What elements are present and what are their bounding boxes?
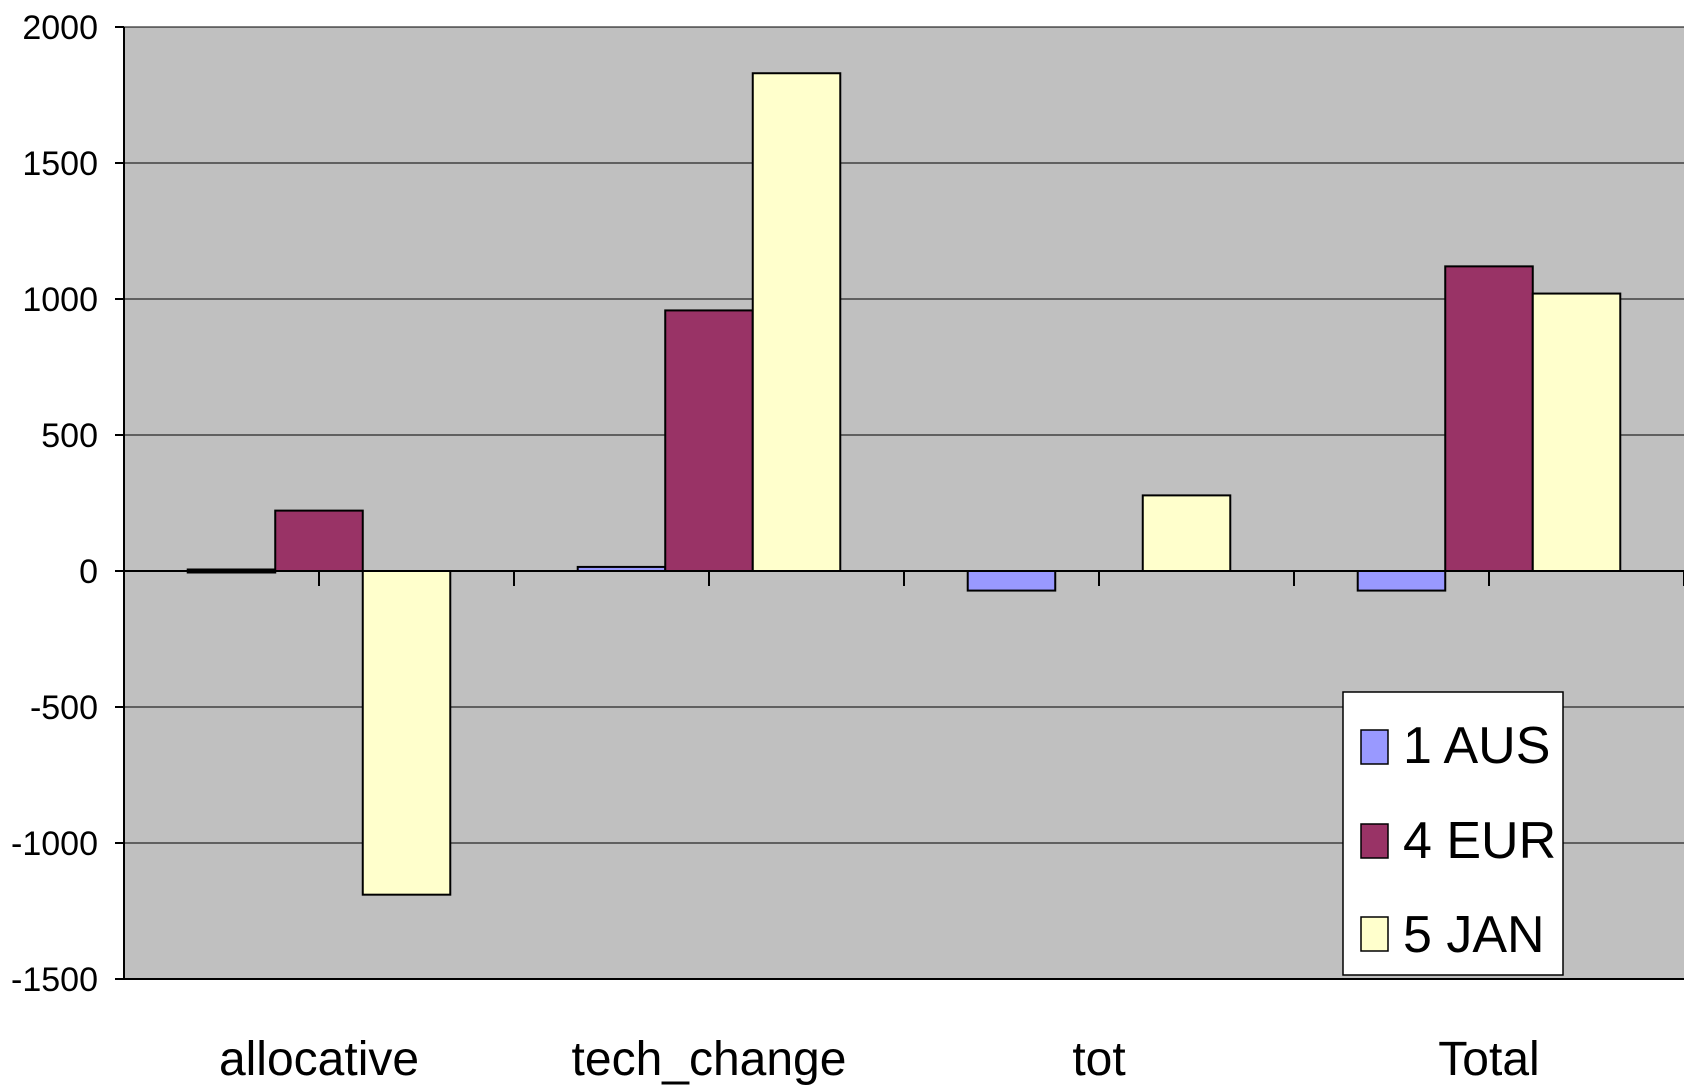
legend-label-eur: 4 EUR	[1403, 812, 1556, 870]
legend-swatch-aus	[1360, 729, 1389, 765]
legend-label-aus: 1 AUS	[1403, 717, 1550, 775]
bar-5-jan-total	[1531, 292, 1622, 572]
legend-swatch-jan	[1360, 916, 1389, 952]
y-axis-ticks: -1500 -1000 -500 0 500 1000 1500 2000	[11, 9, 124, 999]
bar-4-eur-allocative	[274, 509, 364, 572]
bar-5-jan-tot	[1141, 494, 1232, 572]
x-category-label: tech_change	[572, 1033, 847, 1086]
bars	[186, 72, 1622, 896]
y-tick-label: -1500	[11, 961, 98, 999]
y-tick-label: 2000	[22, 9, 98, 47]
bar-5-jan-allocative	[361, 570, 452, 896]
x-category-label: tot	[1072, 1033, 1125, 1086]
bar-4-eur-tech_change	[664, 309, 754, 572]
x-axis	[124, 570, 1684, 586]
y-tick-label: 0	[79, 553, 98, 591]
x-category-label: allocative	[219, 1033, 419, 1086]
bar-1-aus-tot	[966, 570, 1057, 592]
legend-label-jan: 5 JAN	[1403, 906, 1545, 964]
y-tick-label: 1500	[22, 145, 98, 183]
legend-swatch-eur	[1360, 823, 1389, 859]
y-tick-label: 1000	[22, 281, 98, 319]
legend: 1 AUS 4 EUR 5 JAN	[1342, 691, 1564, 976]
y-tick-label: -500	[30, 689, 98, 727]
bar-4-eur-total	[1444, 265, 1534, 572]
bar-1-aus-total	[1356, 570, 1447, 592]
x-axis-categories: allocative tech_change tot Total	[219, 1033, 1540, 1086]
y-tick-label: 500	[41, 417, 98, 455]
bar-5-jan-tech_change	[751, 72, 842, 573]
x-category-label: Total	[1438, 1033, 1539, 1086]
y-tick-label: -1000	[11, 825, 98, 863]
